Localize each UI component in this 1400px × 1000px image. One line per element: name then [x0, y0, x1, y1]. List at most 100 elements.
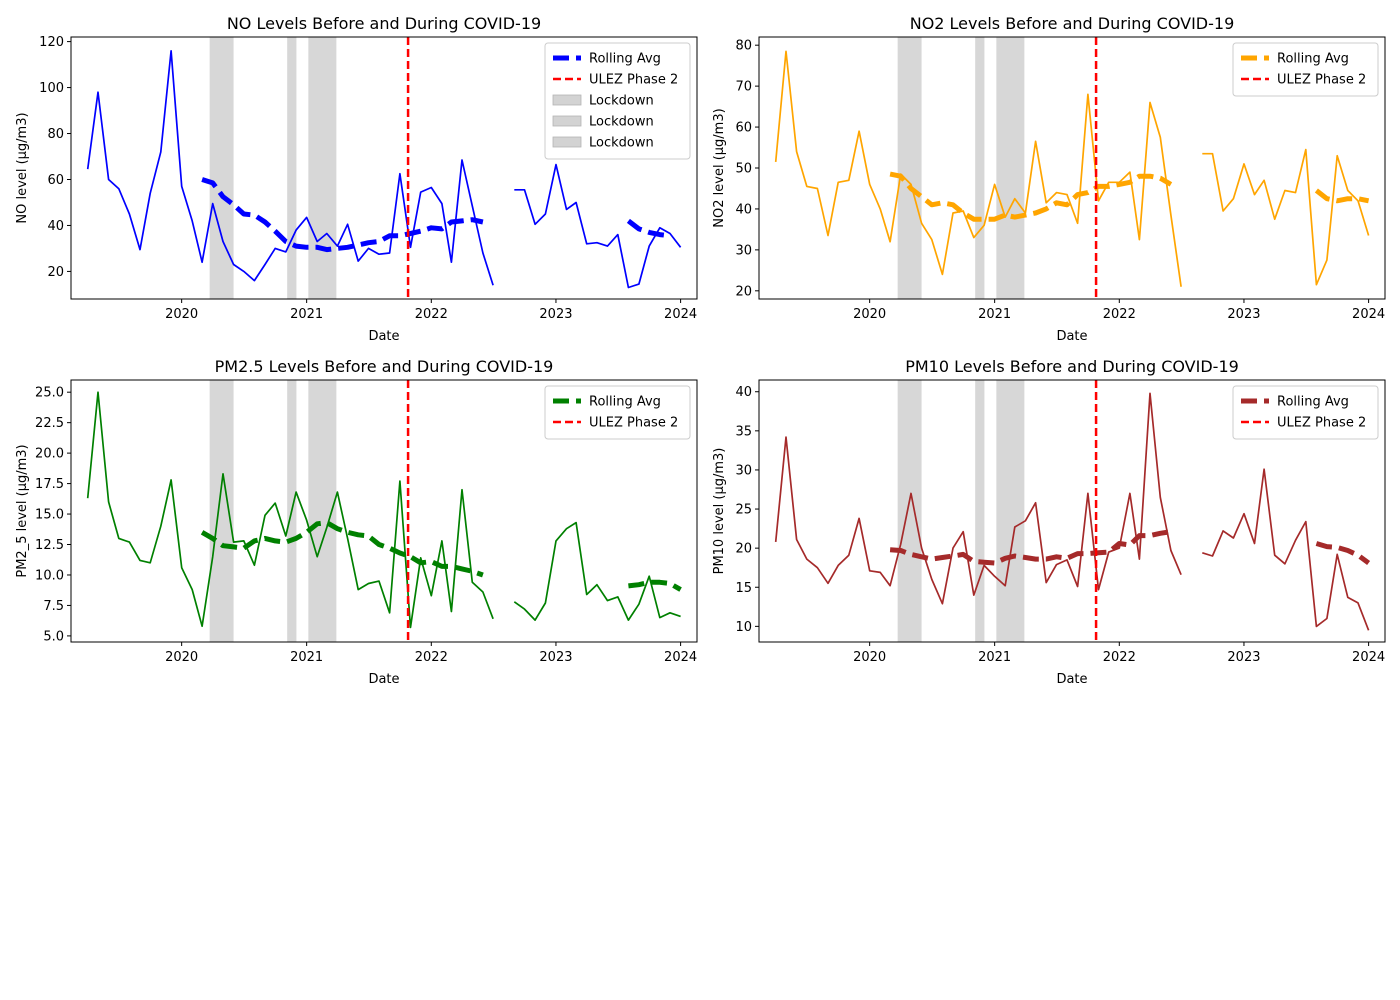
legend-box: [544, 385, 691, 440]
x-axis-label: Date: [368, 672, 399, 687]
lockdown-span-1: [897, 380, 922, 642]
legend-label: Rolling Avg: [1277, 395, 1349, 410]
x-tick-label: 2023: [539, 307, 572, 322]
rolling-avg-line: [201, 177, 671, 253]
x-axis-label: Date: [1056, 672, 1087, 687]
x-tick-label: 2024: [1352, 307, 1385, 322]
monthly-line: [774, 50, 1370, 287]
legend-label: Rolling Avg: [1277, 52, 1349, 67]
lockdown-span-3: [996, 380, 1025, 642]
lockdown-span-3: [308, 37, 337, 299]
lockdown-span-2: [287, 37, 297, 299]
y-tick-label: 120: [39, 35, 64, 50]
x-tick-label: 2024: [664, 307, 697, 322]
y-tick-label: 25: [735, 503, 752, 518]
x-tick-label: 2021: [290, 650, 323, 665]
legend-label: ULEZ Phase 2: [589, 416, 678, 431]
x-tick-label: 2020: [853, 307, 886, 322]
x-tick-label: 2021: [978, 650, 1011, 665]
x-tick-label: 2022: [415, 307, 448, 322]
axes-frame: [70, 379, 698, 643]
y-tick-label: 20: [735, 542, 752, 557]
x-tick-label: 2022: [415, 650, 448, 665]
x-axis-label: Date: [1056, 329, 1087, 344]
lockdown-span-2: [975, 380, 985, 642]
lockdown-span-2: [975, 37, 985, 299]
legend-label: ULEZ Phase 2: [1277, 416, 1366, 431]
y-tick-label: 40: [735, 385, 752, 400]
legend-label: Lockdown: [589, 94, 654, 109]
y-tick-label: 50: [735, 162, 752, 177]
y-tick-label: 60: [47, 173, 64, 188]
rolling-avg-line: [889, 529, 1371, 566]
y-tick-label: 60: [735, 121, 752, 136]
y-tick-label: 17.5: [35, 477, 64, 492]
x-tick-label: 2021: [978, 307, 1011, 322]
legend-swatch-lockdown: [552, 115, 582, 127]
y-tick-label: 10.0: [35, 568, 64, 583]
chart-title: NO Levels Before and During COVID-19: [227, 14, 541, 33]
y-tick-label: 5.0: [43, 629, 64, 644]
y-tick-label: 10: [735, 620, 752, 635]
legend: Rolling Avg ULEZ Phase 2: [544, 385, 691, 440]
lockdown-span-3: [996, 37, 1025, 299]
axes-frame: [758, 379, 1386, 643]
rolling-avg-line: [200, 520, 682, 592]
monthly-line: [86, 49, 682, 289]
x-tick-label: 2022: [1103, 650, 1136, 665]
legend-label: Rolling Avg: [589, 395, 661, 410]
axes-frame: [70, 36, 698, 300]
chart-panel-2: 2020 2021 2022 2023 2024 20 30 40 50 60 70 80 NO2 Le…: [712, 14, 1386, 344]
x-tick-label: 2022: [1103, 307, 1136, 322]
y-axis-label: NO2 level (µg/m3): [712, 108, 727, 227]
legend: Rolling Avg ULEZ Phase 2: [1232, 42, 1379, 97]
y-tick-label: 30: [735, 243, 752, 258]
x-tick-label: 2023: [539, 650, 572, 665]
x-tick-label: 2023: [1227, 650, 1260, 665]
y-tick-label: 15: [735, 581, 752, 596]
y-tick-label: 25.0: [35, 386, 64, 401]
legend-box: [544, 42, 691, 160]
y-tick-label: 80: [47, 127, 64, 142]
x-tick-label: 2021: [290, 307, 323, 322]
y-axis-label: PM2_5 level (µg/m3): [15, 444, 30, 577]
y-tick-label: 20.0: [35, 447, 64, 462]
legend-label: Lockdown: [589, 115, 654, 130]
y-tick-label: 40: [47, 219, 64, 234]
legend: Rolling Avg ULEZ Phase 2: [1232, 385, 1379, 440]
monthly-line: [86, 391, 681, 629]
y-tick-label: 100: [39, 81, 64, 96]
chart-title: PM2.5 Levels Before and During COVID-19: [215, 357, 554, 376]
rolling-avg-line: [889, 171, 1370, 222]
y-tick-label: 35: [735, 424, 752, 439]
y-tick-label: 80: [735, 39, 752, 54]
chart-panel-3: 2020 2021 2022 2023 2024 5.0 7.5 10.0 12.5 15.0 17…: [15, 357, 698, 687]
y-tick-label: 70: [735, 80, 752, 95]
x-tick-label: 2020: [165, 307, 198, 322]
legend-label: ULEZ Phase 2: [1277, 73, 1366, 88]
x-tick-label: 2024: [1352, 650, 1385, 665]
chart-panel-1: 2020 2021 2022 2023 2024 20 40 60 80 100 120 NO Lev…: [15, 14, 698, 344]
x-tick-label: 2023: [1227, 307, 1260, 322]
x-tick-label: 2020: [853, 650, 886, 665]
x-tick-label: 2020: [165, 650, 198, 665]
chart-title: NO2 Levels Before and During COVID-19: [910, 14, 1235, 33]
legend-box: [1232, 42, 1379, 97]
y-tick-label: 40: [735, 202, 752, 217]
legend-label: ULEZ Phase 2: [589, 73, 678, 88]
y-tick-label: 20: [735, 284, 752, 299]
y-tick-label: 22.5: [35, 416, 64, 431]
legend-label: Lockdown: [589, 136, 654, 151]
lockdown-span-1: [897, 37, 922, 299]
legend-label: Rolling Avg: [589, 52, 661, 67]
legend-swatch-lockdown: [552, 94, 582, 106]
y-tick-label: 30: [735, 463, 752, 478]
y-tick-label: 7.5: [43, 599, 64, 614]
lockdown-span-1: [209, 37, 234, 299]
y-tick-label: 12.5: [35, 538, 64, 553]
lockdown-span-1: [209, 380, 234, 642]
legend: Rolling Avg ULEZ Phase 2 Lockdown Lockdown L…: [544, 42, 691, 160]
chart-panel-4: 2020 2021 2022 2023 2024 10 15 20 25 30 35 40 PM10 L…: [712, 357, 1386, 687]
y-tick-label: 20: [47, 265, 64, 280]
